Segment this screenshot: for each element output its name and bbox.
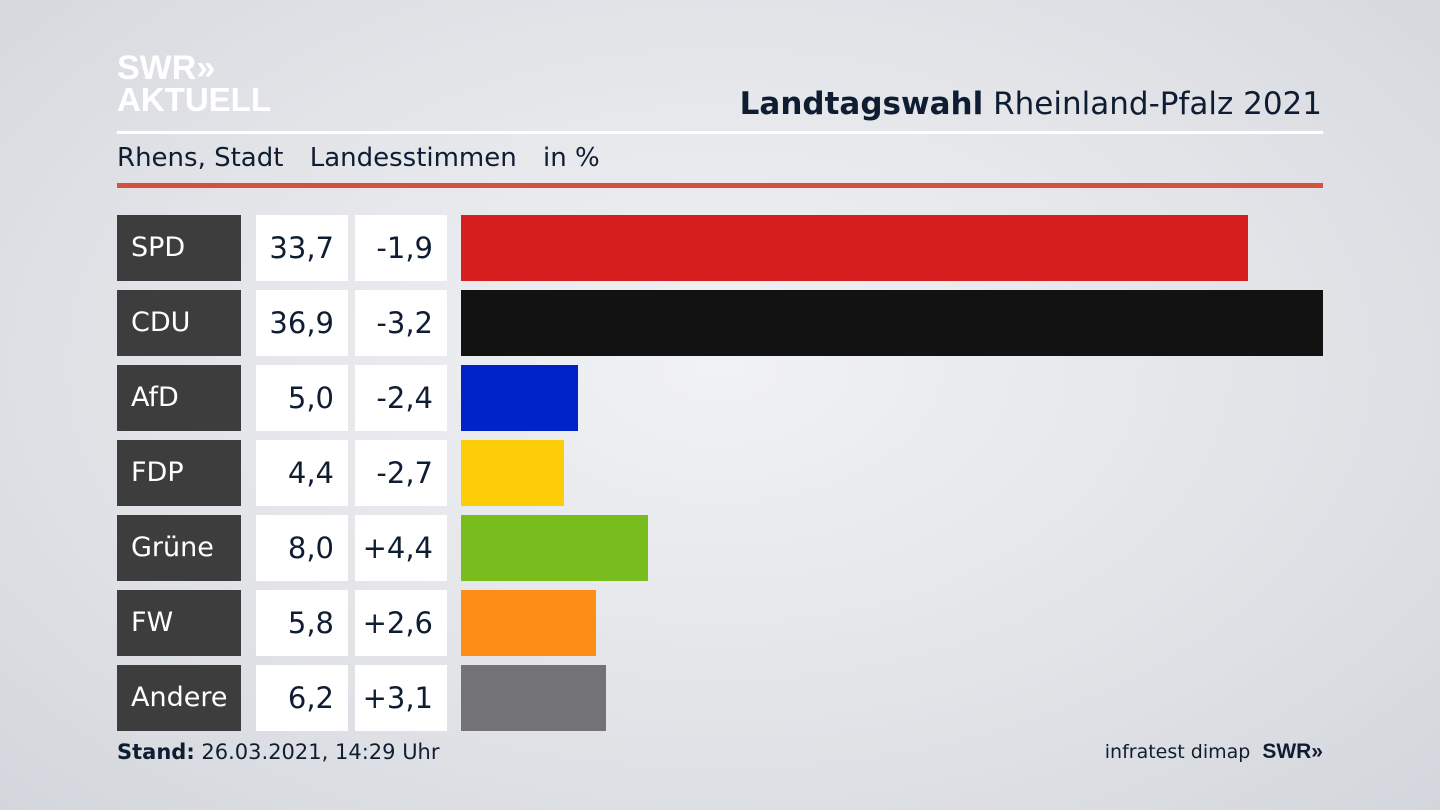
party-label: AfD — [117, 365, 241, 431]
value-label: 8,0 — [256, 515, 348, 581]
value-label: 6,2 — [256, 665, 348, 731]
value-label: 4,4 — [256, 440, 348, 506]
accent-divider — [117, 183, 1323, 188]
logo-line-aktuell: AKTUELL — [117, 81, 271, 118]
chart-title: Landtagswahl Rheinland-Pfalz 2021 — [740, 86, 1322, 122]
difference-label: -3,2 — [355, 290, 447, 356]
chart-subtitle: Rhens, Stadt Landesstimmen in % — [117, 143, 618, 173]
chart-row: CDU 36,9 -3,2 — [0, 290, 1440, 356]
header-divider — [117, 131, 1323, 134]
bar — [461, 440, 564, 506]
value-label: 5,0 — [256, 365, 348, 431]
subtitle-vote-type: Landesstimmen — [309, 143, 517, 173]
value-label: 36,9 — [256, 290, 348, 356]
party-label: CDU — [117, 290, 241, 356]
party-label: FDP — [117, 440, 241, 506]
title-bold: Landtagswahl — [739, 86, 984, 122]
party-label: Grüne — [117, 515, 241, 581]
stand-label: Stand: — [117, 740, 195, 764]
difference-label: +4,4 — [355, 515, 447, 581]
timestamp: Stand: 26.03.2021, 14:29 Uhr — [117, 740, 440, 764]
difference-label: +3,1 — [355, 665, 447, 731]
bar — [461, 290, 1323, 356]
value-label: 33,7 — [256, 215, 348, 281]
value-label: 5,8 — [256, 590, 348, 656]
logo-line-swr: SWR» — [117, 49, 216, 87]
chart-row: Grüne 8,0 +4,4 — [0, 515, 1440, 581]
party-label: Andere — [117, 665, 241, 731]
chart-row: FW 5,8 +2,6 — [0, 590, 1440, 656]
source-label: infratest dimap — [1104, 741, 1251, 763]
swr-footer-logo: SWR» — [1262, 740, 1323, 763]
bar — [461, 365, 578, 431]
party-label: FW — [117, 590, 241, 656]
difference-label: +2,6 — [355, 590, 447, 656]
chart-row: Andere 6,2 +3,1 — [0, 665, 1440, 731]
title-regular: Rheinland-Pfalz 2021 — [993, 86, 1322, 122]
bar — [461, 215, 1248, 281]
stand-value: 26.03.2021, 14:29 Uhr — [201, 740, 440, 764]
source-credit: infratest dimap SWR» — [1105, 740, 1323, 764]
chart-row: FDP 4,4 -2,7 — [0, 440, 1440, 506]
difference-label: -1,9 — [355, 215, 447, 281]
difference-label: -2,4 — [355, 365, 447, 431]
subtitle-place: Rhens, Stadt — [117, 143, 284, 173]
chart-row: AfD 5,0 -2,4 — [0, 365, 1440, 431]
difference-label: -2,7 — [355, 440, 447, 506]
swr-aktuell-logo: SWR» AKTUELL — [117, 49, 277, 122]
bar — [461, 515, 648, 581]
bar — [461, 590, 596, 656]
bar — [461, 665, 606, 731]
subtitle-unit: in % — [543, 143, 600, 173]
party-label: SPD — [117, 215, 241, 281]
chart-row: SPD 33,7 -1,9 — [0, 215, 1440, 281]
